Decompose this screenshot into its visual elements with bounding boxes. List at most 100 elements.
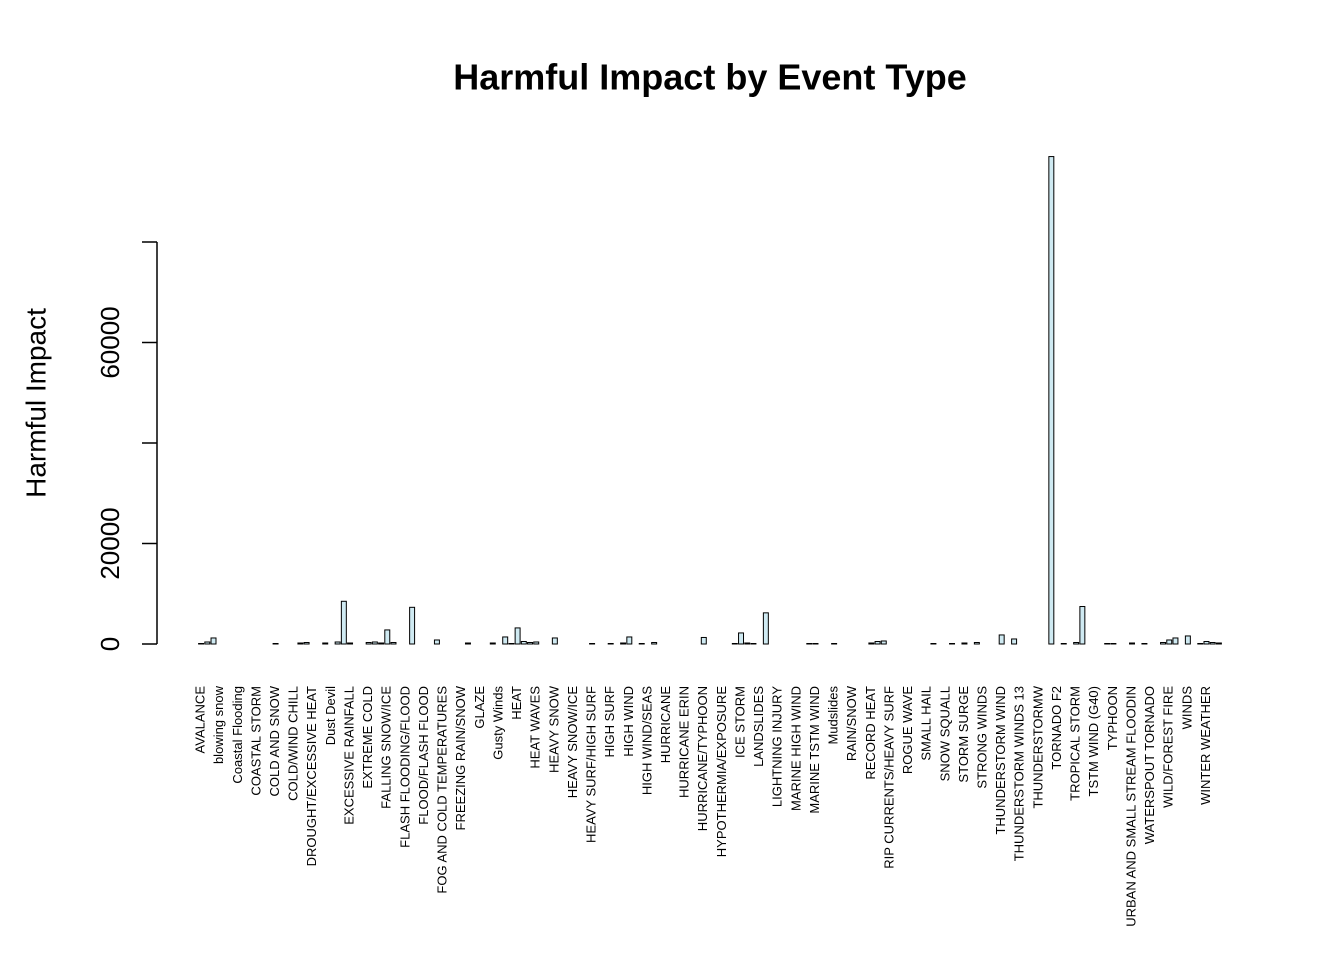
bar <box>973 641 980 645</box>
bar <box>489 642 496 645</box>
bar <box>365 641 372 645</box>
bar <box>322 642 329 645</box>
bar <box>1209 641 1216 645</box>
x-tick-label: Coastal Flooding <box>230 686 245 784</box>
x-tick-label: EXTREME COLD <box>360 686 375 789</box>
x-tick-label: COASTAL STORM <box>248 686 263 796</box>
bar <box>738 632 745 645</box>
x-tick-label: TORNADO F2 <box>1049 686 1064 770</box>
bar <box>589 642 596 645</box>
bar <box>1215 642 1222 645</box>
x-tick-label: HIGH WIND <box>621 686 636 757</box>
bar <box>1079 606 1086 645</box>
bar <box>198 642 205 645</box>
x-tick-label: STRONG WINDS <box>975 686 990 789</box>
bar <box>340 600 347 645</box>
bar <box>378 642 385 645</box>
x-tick-label: THUNDERSTORM WINDS 13 <box>1012 686 1027 861</box>
bar <box>1172 637 1179 645</box>
bar <box>1048 156 1055 645</box>
bar <box>533 641 540 645</box>
bar <box>1060 642 1067 645</box>
bar <box>464 642 471 645</box>
y-tick-label: 0 <box>95 637 125 651</box>
bar <box>297 642 304 645</box>
bar <box>210 637 217 645</box>
bar <box>384 629 391 645</box>
bar <box>1203 640 1210 645</box>
bar <box>1073 641 1080 645</box>
bar <box>651 641 658 645</box>
bar <box>607 642 614 645</box>
x-tick-label: MARINE TSTM WIND <box>807 686 822 814</box>
x-tick-label: HURRICANE ERIN <box>677 686 692 798</box>
bar <box>347 642 354 645</box>
bar <box>502 636 509 645</box>
bar <box>1184 635 1191 645</box>
x-tick-label: GLAZE <box>472 686 487 729</box>
bar <box>527 641 534 645</box>
bar <box>998 634 1005 645</box>
x-tick-label: MARINE HIGH WIND <box>788 686 803 811</box>
bar <box>371 641 378 645</box>
x-tick-label: LANDSLIDES <box>751 686 766 767</box>
bar <box>806 642 813 645</box>
bar <box>433 639 440 645</box>
x-tick-label: STORM SURGE <box>956 686 971 783</box>
bar <box>880 640 887 645</box>
bar <box>626 636 633 645</box>
y-axis-label: Harmful Impact <box>20 308 51 498</box>
x-tick-label: SMALL HAIL <box>919 686 934 761</box>
y-tick-label: 60000 <box>95 306 125 378</box>
x-tick-label: ROGUE WAVE <box>900 686 915 774</box>
bar <box>949 642 956 645</box>
x-tick-label: HYPOTHERMIA/EXPOSURE <box>714 686 729 858</box>
x-tick-label: HIGH WIND/SEAS <box>639 686 654 795</box>
x-tick-label: FALLING SNOW/ICE <box>379 686 394 809</box>
x-tick-label: FOG AND COLD TEMPERATURES <box>435 686 450 894</box>
x-tick-label: TSTM WIND (G40) <box>1086 686 1101 797</box>
x-tick-label: THUNDERSTORMW <box>1030 685 1045 808</box>
bar <box>409 606 416 645</box>
x-tick-label: LIGHTNING INJURY <box>770 686 785 807</box>
chart-title: Harmful Impact by Event Type <box>453 57 966 98</box>
x-tick-label: HEAT WAVES <box>528 686 543 769</box>
x-tick-label: SNOW SQUALL <box>937 686 952 781</box>
bar <box>1011 638 1018 645</box>
x-tick-label: FLASH FLOODING/FLOOD <box>397 686 412 848</box>
bar <box>303 641 310 645</box>
bar <box>930 642 937 645</box>
x-tick-label: URBAN AND SMALL STREAM FLOODIN <box>1123 686 1138 927</box>
bar <box>1104 642 1111 645</box>
x-tick-label: HEAVY SURF/HIGH SURF <box>584 686 599 843</box>
bar <box>1141 642 1148 645</box>
x-tick-label: THUNDERSTORM WIND <box>993 686 1008 835</box>
bar <box>874 640 881 645</box>
bar <box>762 612 769 645</box>
x-tick-label: Gusty Winds <box>490 686 505 760</box>
x-tick-label: WINTER WEATHER <box>1198 686 1213 805</box>
bar <box>508 642 515 645</box>
x-tick-label: FLOOD/FLASH FLOOD <box>416 686 431 825</box>
x-tick-label: EXCESSIVE RAINFALL <box>341 686 356 825</box>
bar <box>831 642 838 645</box>
x-tick-label: ICE STORM <box>732 686 747 758</box>
bar <box>1129 642 1135 645</box>
bar <box>638 642 645 645</box>
x-tick-label: HIGH SURF <box>602 686 617 758</box>
bar <box>390 641 397 645</box>
bar <box>1166 639 1173 645</box>
bar <box>204 641 211 645</box>
x-tick-label: Dust Devil <box>323 686 338 745</box>
bar <box>700 636 707 645</box>
x-tick-label: TROPICAL STORM <box>1068 686 1083 801</box>
x-tick-label: WILD/FOREST FIRE <box>1161 686 1176 808</box>
bar <box>334 641 341 645</box>
x-tick-label: FREEZING RAIN/SNOW <box>453 685 468 830</box>
x-tick-label: TYPHOON <box>1105 686 1120 750</box>
bar <box>731 642 738 645</box>
bar <box>272 642 279 645</box>
x-tick-label: WINDS <box>1179 686 1194 730</box>
x-tick-label: HEAT <box>509 686 524 720</box>
